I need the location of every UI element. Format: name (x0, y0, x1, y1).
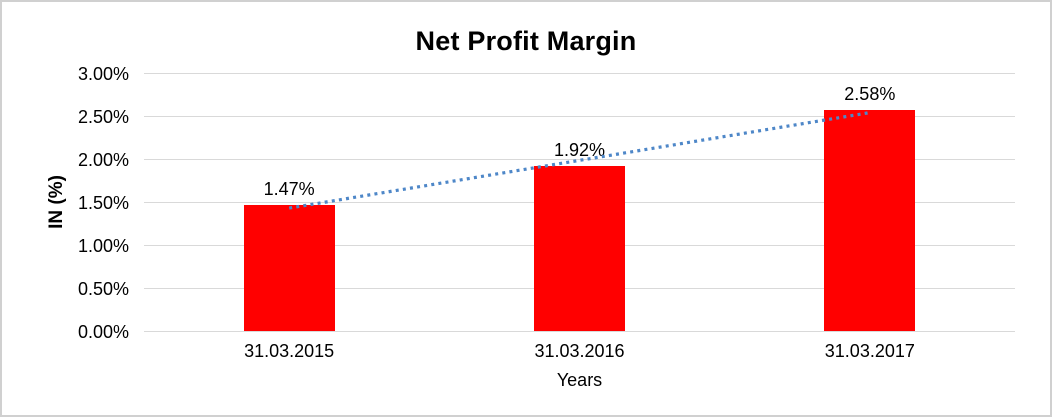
bar (243, 205, 335, 332)
y-tick-label: 1.00% (77, 235, 129, 256)
bar (824, 109, 916, 332)
chart-title: Net Profit Margin (415, 26, 637, 56)
x-tick-label: 31.03.2016 (534, 341, 625, 361)
gridline (144, 331, 1015, 332)
bar-value-label: 1.92% (553, 140, 606, 161)
bar-value-label: 2.58% (844, 83, 896, 104)
gridline (144, 73, 1015, 74)
x-axis-title: Years (556, 370, 603, 390)
bar (534, 166, 625, 332)
y-tick-label: 1.50% (77, 192, 129, 213)
y-tick-label: 0.00% (77, 321, 129, 342)
x-tick-label: 31.03.2017 (824, 341, 915, 361)
x-tick-label: 31.03.2015 (244, 341, 335, 361)
y-tick-label: 2.00% (77, 149, 129, 170)
bar-value-label: 1.47% (263, 179, 315, 200)
y-tick-label: 2.50% (77, 106, 129, 127)
y-tick-label: 3.00% (77, 63, 129, 84)
y-tick-label: 0.50% (77, 278, 129, 299)
